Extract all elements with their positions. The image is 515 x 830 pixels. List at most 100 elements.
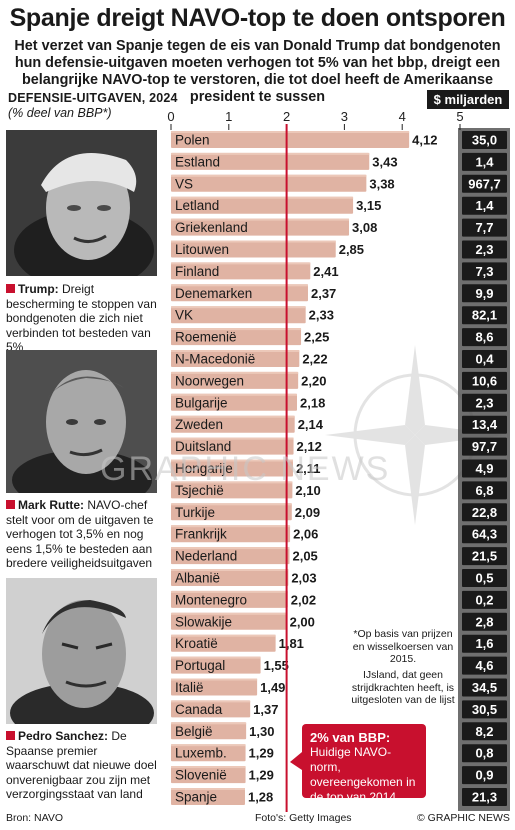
money-box [462,744,507,763]
category-label: Finland [175,264,219,279]
value-label: 1,30 [249,724,274,739]
value-label: 1,49 [260,680,285,695]
chart-title: DEFENSIE-UITGAVEN, 2024 [8,91,178,105]
category-label: Estland [175,154,220,169]
money-value: 13,4 [472,417,498,432]
money-box [462,569,507,587]
category-label: Slowakije [175,614,232,629]
sanchez-photo [6,578,157,724]
money-box [462,350,507,368]
value-label: 2,06 [293,527,318,542]
value-label: 2,18 [300,395,325,410]
money-box [462,590,507,609]
bar-highlight [171,328,302,331]
money-box [462,678,507,697]
money-value: 34,5 [472,680,497,695]
money-box [462,547,507,566]
value-label: 2,10 [295,483,320,498]
bar-highlight [171,744,246,747]
bar-highlight [171,678,258,681]
page-title: Spanje dreigt NAVO-top te doen ontsporen [9,4,506,32]
source-credit: Bron: NAVO [6,812,63,824]
bar [171,131,410,148]
category-label: Albanië [175,571,220,586]
bar [171,371,299,389]
money-value: 1,4 [475,198,494,213]
x-tick-label: 3 [341,109,348,124]
category-label: Zweden [175,417,223,432]
red-square-icon [6,731,15,740]
value-label: 4,12 [412,133,437,148]
money-value: 22,8 [472,505,497,520]
bar [171,503,292,521]
money-box [462,306,507,325]
value-label: 2,14 [298,417,324,432]
sanchez-caption: Pedro Sanchez: De Spaanse premier waarsc… [6,729,157,801]
category-label: Litouwen [175,242,229,257]
bar [171,306,306,324]
money-value: 0,8 [475,746,493,761]
bar-highlight [171,788,245,790]
bar-highlight [171,634,276,637]
callout-title: 2% van BBP: [310,730,391,745]
bar-highlight [171,196,354,199]
money-box [462,525,507,544]
bar [171,766,246,784]
bar-highlight [171,174,367,177]
value-label: 2,22 [302,352,327,367]
bar [171,328,302,346]
money-column-header: $ miljarden [427,90,509,109]
money-value: 2,3 [475,242,493,257]
bar-highlight [171,590,288,593]
bar-highlight [171,700,251,703]
money-box [462,481,507,500]
money-value: 2,8 [475,614,493,629]
money-box [462,328,507,347]
bar-highlight [171,371,299,374]
bar [171,262,311,280]
money-box [462,415,507,434]
money-box [462,788,507,806]
category-label: Italië [175,680,204,695]
category-label: Frankrijk [175,527,227,542]
x-tick-label: 2 [283,109,290,124]
category-label: Tsjechië [175,483,224,498]
value-label: 2,33 [309,308,334,323]
bar-highlight [171,612,287,615]
money-value: 7,7 [475,220,493,235]
chart-unit-label: (% deel van BBP*) [8,106,112,120]
category-label: Kroatië [175,636,218,651]
value-label: 2,25 [304,330,329,345]
value-label: 2,37 [311,286,336,301]
copyright-credit: © GRAPHIC NEWS [417,812,510,824]
money-box [462,174,507,193]
money-box [462,700,507,719]
bar [171,788,245,805]
money-box [462,240,507,259]
category-label: Canada [175,702,223,717]
bar-highlight [171,656,261,659]
category-label: Noorwegen [175,373,244,388]
bar-highlight [171,152,370,155]
value-label: 2,41 [313,264,338,279]
money-box [462,766,507,785]
bar-highlight [171,481,293,484]
money-value: 21,5 [472,549,497,564]
money-value: 8,2 [475,724,493,739]
bar [171,415,295,433]
money-value: 1,4 [475,154,494,169]
bar-highlight [171,240,336,243]
money-box [462,196,507,215]
money-value: 6,8 [475,483,493,498]
category-label: N-Macedonië [175,352,255,367]
photo-credit: Foto's: Getty Images [255,812,352,824]
value-label: 1,81 [279,636,304,651]
money-box [462,284,507,303]
money-value: 97,7 [472,439,497,454]
category-label: Bulgarije [175,395,228,410]
bar-highlight [171,415,295,418]
bar [171,350,300,367]
category-label: Duitsland [175,439,231,454]
money-value: 9,9 [475,286,493,301]
